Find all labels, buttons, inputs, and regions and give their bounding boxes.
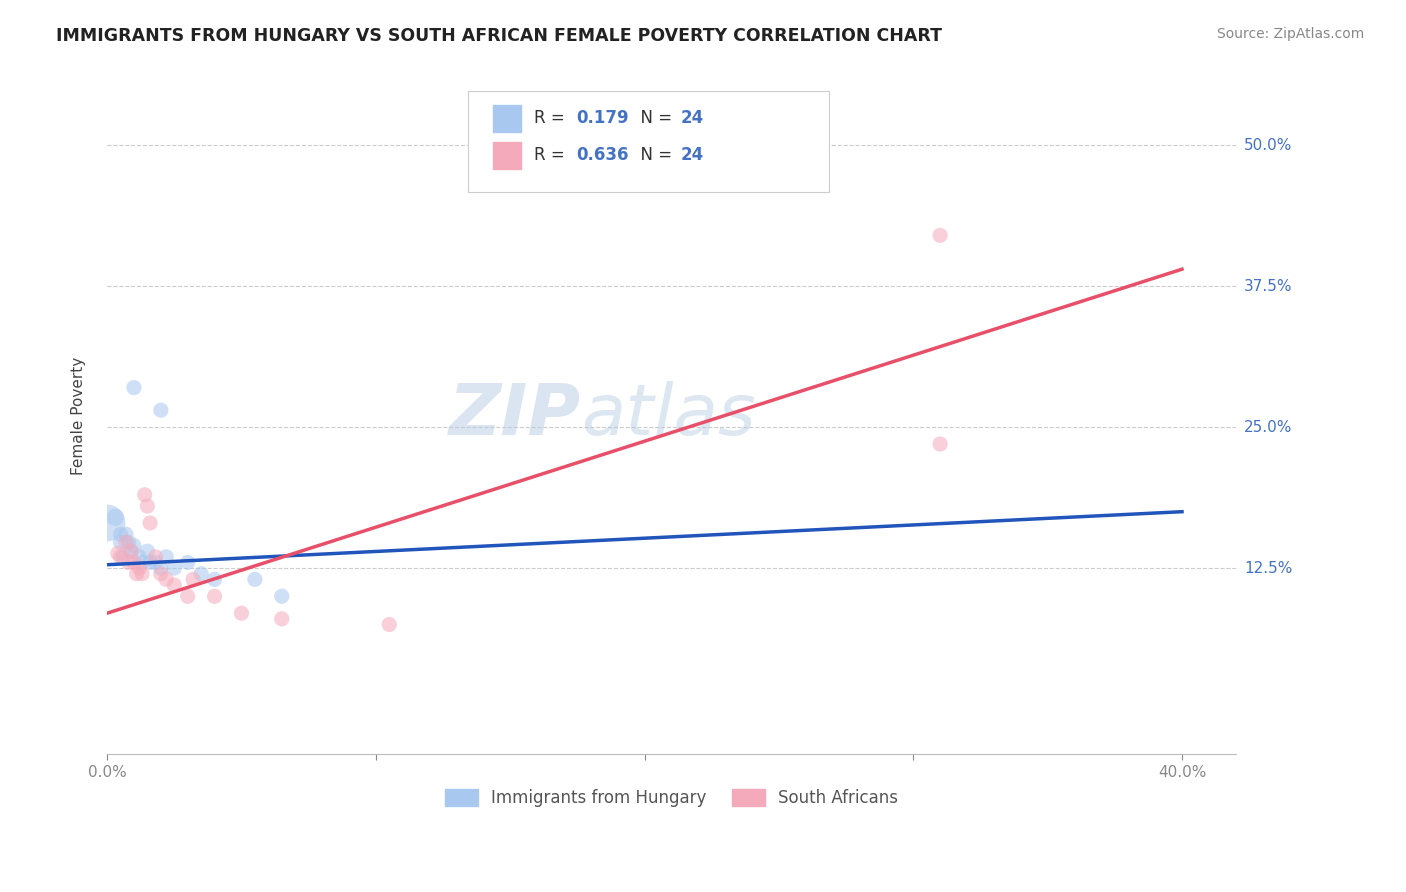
Point: [190, 566, 212, 581]
Point: [270, 612, 292, 626]
Text: N =: N =: [630, 109, 678, 127]
Text: IMMIGRANTS FROM HUNGARY VS SOUTH AFRICAN FEMALE POVERTY CORRELATION CHART: IMMIGRANTS FROM HUNGARY VS SOUTH AFRICAN…: [56, 27, 942, 45]
Point: [204, 573, 226, 587]
Point: [125, 566, 148, 581]
Point: [134, 488, 156, 502]
Point: [122, 539, 145, 553]
Point: [110, 527, 132, 541]
Point: [115, 535, 138, 549]
Point: [120, 544, 142, 558]
Text: 37.5%: 37.5%: [1244, 278, 1292, 293]
Text: ZIP: ZIP: [449, 381, 581, 450]
Point: [270, 589, 292, 603]
Point: [231, 606, 253, 620]
Point: [929, 437, 952, 451]
Point: [128, 549, 150, 564]
Text: R =: R =: [534, 146, 569, 164]
Text: R =: R =: [534, 109, 569, 127]
Point: [155, 573, 177, 587]
Text: N =: N =: [630, 146, 678, 164]
Point: [139, 516, 162, 530]
Legend: Immigrants from Hungary, South Africans: Immigrants from Hungary, South Africans: [437, 782, 905, 814]
Point: [122, 381, 145, 395]
Point: [112, 549, 135, 564]
Text: Source: ZipAtlas.com: Source: ZipAtlas.com: [1216, 27, 1364, 41]
Point: [104, 510, 127, 524]
Point: [110, 535, 132, 549]
Point: [107, 546, 129, 560]
Point: [120, 544, 142, 558]
Y-axis label: Female Poverty: Female Poverty: [72, 357, 86, 475]
Point: [149, 561, 172, 575]
Point: [145, 556, 167, 570]
Point: [929, 228, 952, 243]
Point: [149, 566, 172, 581]
Point: [155, 549, 177, 564]
Point: [176, 556, 198, 570]
Point: [163, 561, 186, 575]
Point: [96, 516, 118, 530]
Point: [131, 556, 153, 570]
Point: [115, 527, 138, 541]
Point: [145, 549, 167, 564]
Point: [378, 617, 401, 632]
Point: [176, 589, 198, 603]
Bar: [494, 104, 522, 132]
Text: 50.0%: 50.0%: [1244, 137, 1292, 153]
Text: atlas: atlas: [581, 381, 756, 450]
Text: 0.636: 0.636: [576, 146, 628, 164]
Point: [110, 549, 132, 564]
Text: 24: 24: [681, 146, 703, 164]
Point: [122, 556, 145, 570]
Point: [181, 573, 204, 587]
Point: [117, 535, 139, 549]
Point: [136, 544, 159, 558]
Point: [149, 403, 172, 417]
Bar: [494, 142, 522, 169]
Point: [204, 589, 226, 603]
Text: 25.0%: 25.0%: [1244, 419, 1292, 434]
Point: [163, 578, 186, 592]
Point: [117, 556, 139, 570]
Text: 12.5%: 12.5%: [1244, 560, 1292, 575]
Point: [128, 561, 150, 575]
Point: [139, 556, 162, 570]
FancyBboxPatch shape: [468, 91, 830, 193]
Text: 0.179: 0.179: [576, 109, 630, 127]
Point: [131, 566, 153, 581]
Point: [243, 573, 266, 587]
Point: [136, 499, 159, 513]
Text: 24: 24: [681, 109, 703, 127]
